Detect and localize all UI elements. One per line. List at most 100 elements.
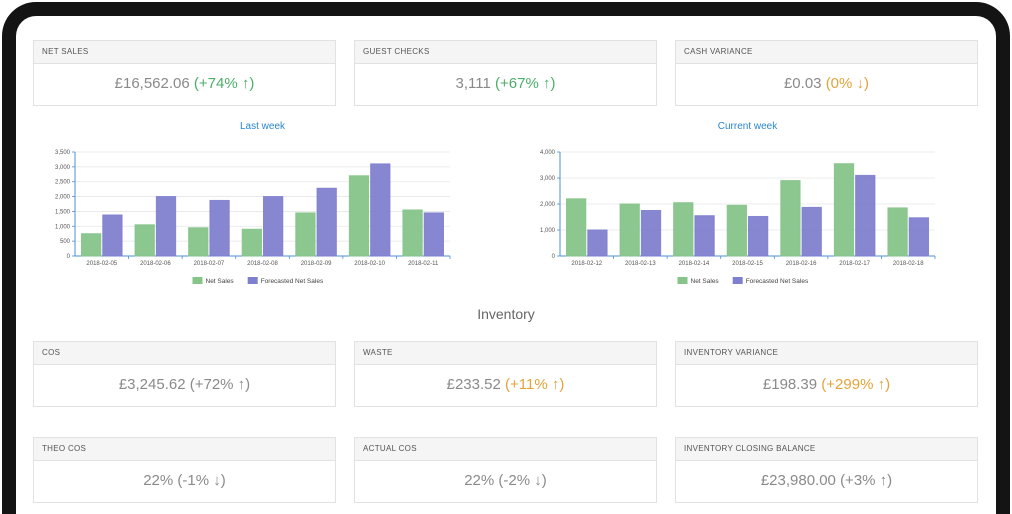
card: ACTUAL COS 22% (-2% ↓)	[354, 437, 657, 503]
x-tick-label: 2018-02-09	[301, 261, 332, 267]
card-body: 22% (-2% ↓)	[355, 461, 656, 501]
card: WASTE £233.52 (+11% ↑)	[354, 341, 657, 407]
x-tick-label: 2018-02-05	[86, 261, 117, 267]
bar	[263, 196, 284, 257]
y-tick-label: 3,500	[55, 150, 71, 156]
card-change: (+3% ↑)	[840, 472, 893, 489]
card-change: (+11% ↑)	[505, 376, 565, 393]
x-tick-label: 2018-02-13	[625, 261, 656, 267]
bar	[780, 180, 801, 257]
card-value: 3,111	[455, 75, 491, 92]
card-body: £3,245.62 (+72% ↑)	[34, 365, 335, 405]
card-body: £16,562.06 (+74% ↑)	[34, 64, 335, 104]
bar	[908, 217, 930, 257]
bar	[801, 206, 822, 257]
card: NET SALES £16,562.06 (+74% ↑)	[33, 40, 336, 106]
bar	[295, 212, 316, 257]
x-tick-label: 2018-02-17	[839, 261, 870, 267]
card-body: £23,980.00 (+3% ↑)	[676, 461, 977, 501]
x-tick-label: 2018-02-18	[893, 261, 924, 267]
bar	[155, 196, 177, 257]
bar	[188, 227, 209, 257]
card-change: (0% ↓)	[825, 75, 870, 92]
x-tick-label: 2018-02-15	[732, 261, 763, 267]
chart-title: Last week	[240, 121, 286, 132]
x-tick-label: 2018-02-10	[354, 261, 385, 267]
bar	[694, 215, 715, 257]
x-tick-label: 2018-02-16	[786, 261, 817, 267]
card-body: £0.03 (0% ↓)	[676, 64, 977, 104]
bar	[673, 202, 694, 257]
card-label: COS	[34, 342, 335, 365]
bar	[241, 228, 262, 257]
x-tick-label: 2018-02-12	[571, 261, 602, 267]
card-change: (+67% ↑)	[495, 75, 556, 92]
card: GUEST CHECKS 3,111 (+67% ↑)	[354, 40, 657, 106]
legend-label: Forecasted Net Sales	[746, 278, 809, 285]
bar	[855, 174, 876, 257]
card-label: INVENTORY VARIANCE	[676, 342, 977, 365]
card-change: (-2% ↓)	[498, 472, 547, 489]
card-value: 22%	[464, 472, 495, 489]
legend-label: Net Sales	[691, 278, 720, 285]
y-tick-label: 1,500	[55, 209, 71, 215]
bar	[566, 198, 587, 257]
bar	[316, 187, 337, 257]
y-tick-label: 0	[552, 254, 556, 260]
bar	[587, 229, 608, 257]
bar	[209, 199, 230, 257]
y-tick-label: 500	[60, 239, 71, 245]
x-tick-label: 2018-02-08	[247, 261, 278, 267]
y-tick-label: 2,000	[540, 202, 556, 208]
bar	[423, 212, 445, 257]
bar	[81, 233, 102, 257]
card: THEO COS 22% (-1% ↓)	[33, 437, 336, 503]
bar	[370, 163, 391, 257]
bar	[748, 215, 769, 257]
card-body: £198.39 (+299% ↑)	[676, 365, 977, 405]
y-tick-label: 0	[67, 254, 71, 260]
y-tick-label: 1,000	[55, 224, 71, 230]
card: COS £3,245.62 (+72% ↑)	[33, 341, 336, 407]
y-tick-label: 4,000	[540, 150, 556, 156]
chart: Last week 0 500 1,000 1,500 2,000 2,500 3,000 3,…	[55, 121, 451, 285]
card-body: 22% (-1% ↓)	[34, 461, 335, 501]
card-label: THEO COS	[34, 438, 335, 461]
x-tick-label: 2018-02-06	[140, 261, 171, 267]
card-body: 3,111 (+67% ↑)	[355, 64, 656, 104]
y-tick-label: 1,000	[540, 228, 556, 234]
card: INVENTORY CLOSING BALANCE £23,980.00 (+3%…	[675, 437, 978, 503]
card-label: GUEST CHECKS	[355, 41, 656, 64]
bar	[887, 207, 908, 257]
y-tick-label: 2,500	[55, 180, 71, 186]
card-label: CASH VARIANCE	[676, 41, 977, 64]
card-value: £23,980.00	[760, 472, 836, 489]
legend-swatch	[247, 277, 258, 284]
card-change: (+74% ↑)	[193, 75, 255, 92]
y-tick-label: 3,000	[55, 165, 71, 171]
card-value: £0.03	[783, 75, 822, 92]
bar	[402, 209, 423, 257]
bar	[348, 175, 370, 257]
card: CASH VARIANCE £0.03 (0% ↓)	[675, 40, 978, 106]
bar	[102, 214, 123, 257]
card: INVENTORY VARIANCE £198.39 (+299% ↑)	[675, 341, 978, 407]
card-value: £16,562.06	[114, 75, 190, 92]
chart-title: Current week	[718, 121, 778, 132]
card-value: £3,245.62	[118, 376, 186, 393]
legend-swatch	[192, 277, 203, 284]
bar	[726, 204, 747, 257]
card-label: INVENTORY CLOSING BALANCE	[676, 438, 977, 461]
legend-label: Net Sales	[206, 278, 235, 285]
x-tick-label: 2018-02-14	[679, 261, 710, 267]
card-label: WASTE	[355, 342, 656, 365]
legend-swatch	[677, 277, 688, 284]
card-value: £198.39	[762, 376, 818, 393]
bar	[619, 203, 640, 257]
legend-swatch	[732, 277, 743, 284]
chart: Current week 0 1,000 2,000 3,000 4,000 2018-02…	[540, 121, 936, 285]
card-change: (-1% ↓)	[177, 472, 226, 489]
card-value: 22%	[143, 472, 174, 489]
y-tick-label: 3,000	[540, 176, 556, 182]
card-label: ACTUAL COS	[355, 438, 656, 461]
